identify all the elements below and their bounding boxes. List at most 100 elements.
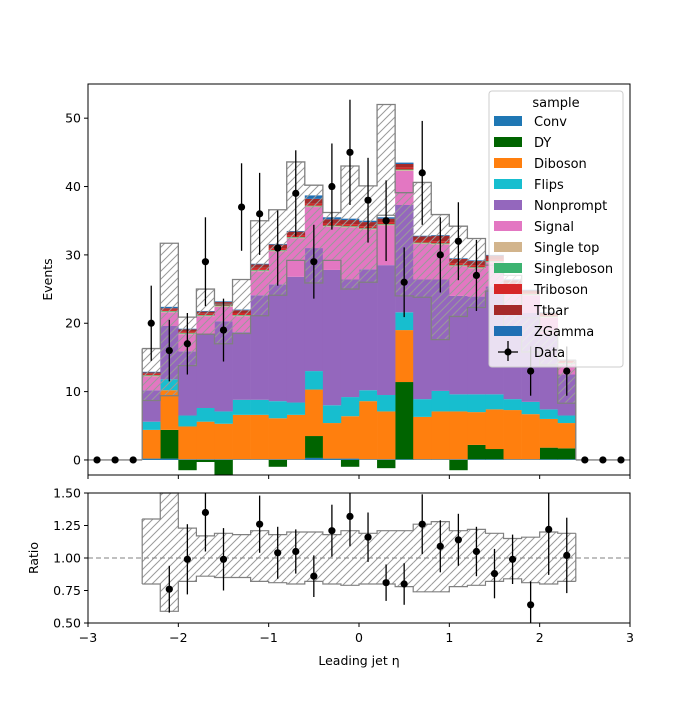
x-tick-label: −3 [79,630,97,645]
bar-nonprompt [268,284,288,402]
bar-dy [395,382,414,460]
x-tick-label: 1 [445,630,453,645]
bar-diboson [250,414,269,460]
legend-label: Triboson [533,283,588,298]
ratio-band-bin [322,534,341,584]
bar-diboson [196,421,215,460]
legend-items: Conv DY Diboson Flips Nonprompt Signal Single … [494,115,613,361]
bar-dy [178,459,197,471]
bar-conv [268,459,288,460]
legend-label: DY [534,136,551,151]
data-point [563,367,571,375]
data-point [346,148,354,156]
ratio-point [274,549,282,557]
data-points [93,99,625,464]
bar-dy [268,459,288,467]
ratio-point [364,533,372,541]
legend-swatch [494,221,522,231]
legend-label: Singleboson [534,262,613,277]
data-point [93,456,101,464]
ratio-points [165,493,571,623]
data-point [147,319,155,327]
data-point [472,271,481,279]
bar-conv [467,459,486,460]
data-point [599,456,607,464]
bar-dy [340,459,360,467]
data-point [364,196,372,204]
bar-nonprompt [413,279,432,400]
bar-flips [214,411,233,424]
bar-zgamma [395,162,414,164]
legend-swatch [494,263,522,273]
bar-flips [232,399,251,415]
bar-dy [377,459,396,469]
bar-dy [449,459,468,471]
ratio-band-bin [377,530,396,584]
bar-dy [214,459,233,475]
bar-conv [557,459,577,460]
legend: sample Conv DY Diboson Flips Nonprompt Signal… [488,90,624,368]
legend-box [488,90,624,368]
bar-dy [557,448,577,460]
bar-diboson [214,423,233,460]
bar-ttbar [395,163,414,168]
bar-conv [250,459,269,460]
bar-flips [539,409,559,419]
ratio-band-bin [395,530,414,587]
data-point [274,244,282,252]
ratio-point [472,547,481,556]
uncertainty-bin [322,212,341,261]
ratio-point [527,601,535,609]
bar-dy [539,447,559,460]
data-point [256,210,264,218]
bar-diboson [539,418,559,448]
bar-flips [449,394,468,412]
uncertainty-bin [250,220,269,316]
bar-nonprompt [178,351,197,416]
data-point [183,340,191,348]
main-y-axis: 0 10 20 30 40 50 [65,111,88,467]
ratio-point [219,555,228,563]
x-tick-label: 2 [536,630,544,645]
bar-diboson [286,414,306,460]
bar-diboson [232,414,251,460]
bar-single-top [395,170,414,171]
bar-dy [485,449,504,460]
ratio-band-bin [196,535,215,577]
bar-flips [431,390,450,412]
ratio-y-tick-label: 0.75 [53,583,81,598]
bar-conv [304,457,324,460]
bar-dy [304,436,324,458]
bar-conv [160,458,179,460]
bar-conv [503,459,522,460]
bar-conv [359,459,378,460]
bar-singleboson [395,169,414,171]
legend-label: ZGamma [534,325,594,340]
bar-flips [359,390,378,402]
legend-label: Conv [534,115,567,130]
legend-label: Diboson [534,157,587,172]
bar-conv [431,459,450,460]
bar-conv [214,459,233,460]
bar-diboson [359,401,378,460]
bar-diboson [467,412,486,445]
uncertainty-bin [142,348,161,401]
bar-flips [340,397,360,417]
ratio-uncertainty-band [141,492,577,612]
ratio-band-bin [232,534,251,578]
x-tick-label: 0 [355,630,363,645]
ratio-point [545,525,553,534]
data-point [527,367,535,375]
bar-nonprompt [467,296,486,395]
data-point [219,326,228,334]
data-point [111,456,119,464]
bar-nonprompt [359,269,378,391]
legend-swatch [494,116,522,126]
data-point [436,251,444,259]
y-tick-label: 0 [73,452,81,467]
bar-diboson [395,330,414,383]
bar-diboson [160,390,179,430]
legend-label: Flips [534,178,564,193]
bar-nonprompt [322,269,342,406]
ratio-x-axis: −3 −2 −1 0 1 2 3 [79,623,634,645]
